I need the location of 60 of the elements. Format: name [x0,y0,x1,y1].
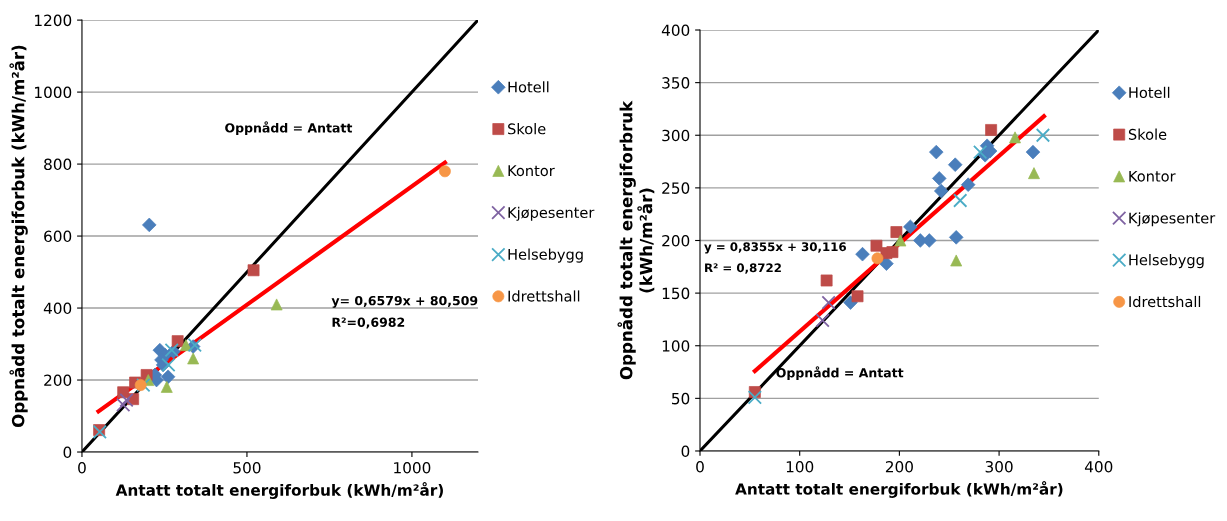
legend-label: Helsebygg [1129,254,1204,269]
y-tick-label: 1000 [35,86,72,99]
x-tick-label: 200 [885,460,913,473]
y-tick-label: 200 [662,234,690,247]
legend-label: Kontor [508,165,555,177]
y-tick-label: 0 [681,445,690,457]
point [972,144,988,160]
x-tick-label: 500 [233,462,261,474]
legend-label: Kjøpesenter [1129,212,1216,227]
legend-label: Skole [1128,128,1167,140]
y-axis-title: Oppnådd totalt energiforbuk (kWh/m²år) [9,45,28,428]
y-tick-label: 300 [662,129,690,142]
x-tick-label: 400 [1084,460,1113,473]
point [1035,128,1051,143]
point [953,193,968,208]
y-tick-label: 0 [63,446,72,459]
annotation: R²=0,6982 [332,317,405,329]
x-axis-title: Antatt totalt energiforbuk (kWh/m²år) [115,482,443,499]
x-tick-label: 0 [78,462,86,474]
x-tick-label: 0 [696,460,704,473]
x-tick-label: 100 [786,460,814,473]
point [815,313,830,328]
y-tick-label: 350 [662,77,690,89]
point [161,357,176,373]
x-axis-title: Antatt totalt energiforbuk (kWh/m²år) [735,481,1063,498]
point [747,390,762,405]
annotation: R² = 0,8722 [705,263,781,274]
legend-label: Kjøpesenter [508,206,595,221]
legend-label: Hotell [1129,86,1170,99]
y-tick-label: 250 [662,182,690,194]
point [92,424,107,440]
y-axis-title: Oppnådd totalt energiforbruk (kWh/m²år) [617,100,655,380]
legend-label: Kontor [1129,170,1176,182]
point [929,144,944,160]
y-tick-label: 800 [44,158,72,171]
point [934,183,949,199]
y-tick-label: 200 [44,374,72,387]
legend-label: Idrettshall [1129,295,1201,308]
y-tick-label: 400 [43,302,72,315]
point [119,393,134,408]
y-tick-label: 1200 [35,14,72,27]
annotation: y = 0,8355x + 30,116 [704,242,846,254]
point [116,397,131,413]
annotation: Oppnådd = Antatt [225,121,353,136]
legend-label: Helsebygg [508,248,583,263]
annotation: y= 0,6579x + 80,509 [331,295,478,308]
y-tick-label: 400 [661,24,690,37]
y-tick-label: 50 [672,392,690,405]
point [985,124,998,136]
y-tick-label: 100 [662,340,690,352]
x-tick-label: 300 [985,460,1013,473]
point [821,295,836,310]
legend-label: Hotell [508,81,549,93]
x-tick-label: 1000 [394,462,431,474]
legend-label: Idrettshall [508,290,580,302]
legend-label: Skole [508,123,546,135]
y-tick-label: 600 [44,230,72,243]
y-tick-label: 150 [662,287,690,300]
annotation: Oppnådd = Antatt [776,366,904,380]
point [903,219,918,235]
